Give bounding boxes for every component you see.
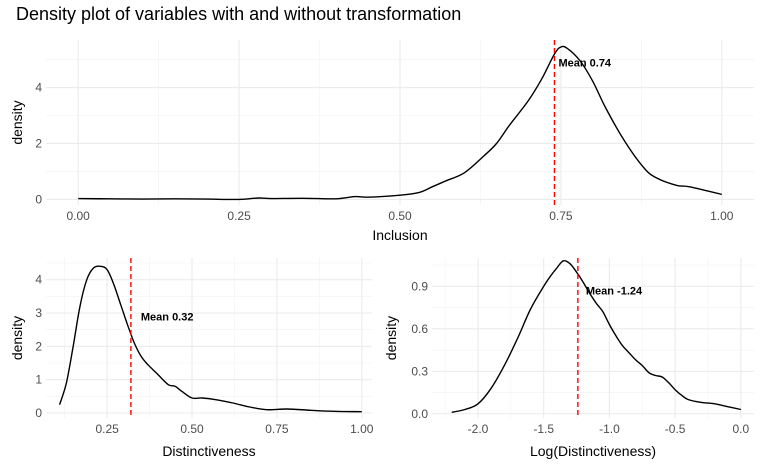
y-tick-label: 0 <box>35 192 42 206</box>
y-tick-label: 0.9 <box>411 279 428 293</box>
mean-annotation: Mean -1.24 <box>586 286 643 298</box>
x-tick-label: 0.00 <box>67 209 91 223</box>
y-tick-label: 1 <box>35 373 42 387</box>
y-tick-label: 2 <box>35 339 42 353</box>
x-tick-label: 0.50 <box>388 209 412 223</box>
panel-2: 0.25 0.50 0.75 1.00 0 1 2 3 4 Mean 0.32 Distinctiv… <box>9 258 374 459</box>
density-curve <box>58 265 362 413</box>
mean-annotation: Mean 0.74 <box>558 57 611 69</box>
x-tick-label: -0.5 <box>665 422 686 436</box>
x-tick-label: 0.75 <box>549 209 573 223</box>
x-tick-label: 0.0 <box>733 422 750 436</box>
y-tick-label: 0.0 <box>411 407 428 421</box>
y-tick-label: 0.6 <box>411 322 428 336</box>
x-tick-label: 0.50 <box>180 422 204 436</box>
y-tick-label: 3 <box>35 306 42 320</box>
mean-annotation: Mean 0.32 <box>141 311 194 323</box>
x-tick-label: 0.75 <box>265 422 289 436</box>
x-tick-label: -1.0 <box>599 422 620 436</box>
x-axis-title: Log(Distinctiveness) <box>530 443 656 459</box>
y-tick-label: 0 <box>35 406 42 420</box>
x-axis-title: Distinctiveness <box>162 443 255 459</box>
page-title: Density plot of variables with and witho… <box>16 4 462 24</box>
y-axis-title: density <box>9 100 25 144</box>
x-axis-title: Inclusion <box>372 227 427 243</box>
x-tick-label: -2.0 <box>468 422 489 436</box>
y-tick-label: 4 <box>35 81 42 95</box>
x-tick-label: 0.25 <box>95 422 119 436</box>
x-tick-label: 0.25 <box>227 209 251 223</box>
density-curve <box>451 259 742 413</box>
x-tick-label: 1.00 <box>710 209 734 223</box>
panel-1: 0.00 0.25 0.50 0.75 1.00 0 2 4 Mean 0.74 Inclusio… <box>9 40 754 243</box>
y-tick-label: 0.3 <box>411 364 428 378</box>
density-curve <box>78 45 722 201</box>
y-tick-label: 2 <box>35 136 42 150</box>
y-axis-title: density <box>383 316 399 360</box>
y-axis-title: density <box>9 316 25 360</box>
y-tick-label: 4 <box>35 273 42 287</box>
x-tick-label: -1.5 <box>533 422 554 436</box>
panel-3: -2.0 -1.5 -1.0 -0.5 0.0 0.0 0.3 0.6 0.9 Mean -1.2… <box>383 258 754 459</box>
x-tick-label: 1.00 <box>350 422 374 436</box>
